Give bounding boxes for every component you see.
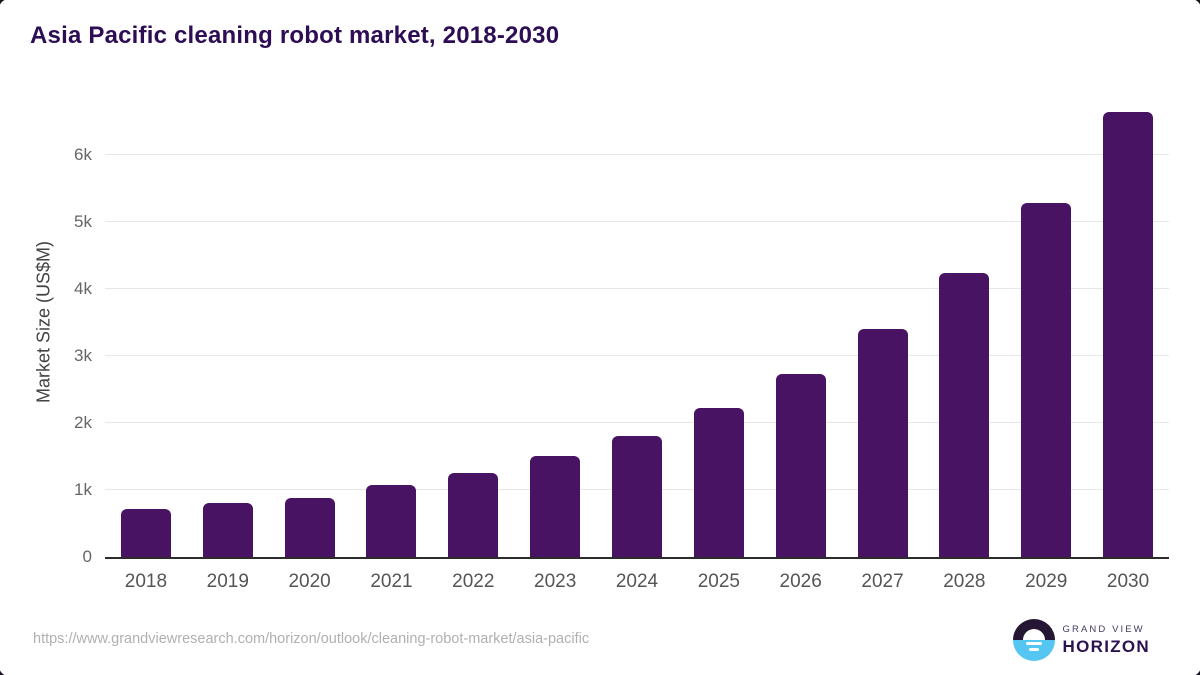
- x-tick-label-2020: 2020: [288, 571, 331, 592]
- y-tick-label-4k: 4k: [74, 279, 92, 299]
- source-url: https://www.grandviewresearch.com/horizo…: [33, 631, 590, 647]
- bar-2019: [202, 503, 253, 557]
- column-2023: 2023: [514, 95, 596, 592]
- gridline-5k: [105, 221, 1169, 223]
- logo-product-name: HORIZON: [1062, 636, 1150, 656]
- column-2025: 2025: [678, 95, 760, 592]
- column-2027: 2027: [842, 95, 924, 592]
- column-2018: 2018: [105, 95, 187, 592]
- bar-columns: 2018 2019 2020 2021 2022 2023 2024 2025 2026 2027…: [105, 95, 1169, 592]
- x-tick-label-2019: 2019: [206, 571, 249, 592]
- column-2029: 2029: [1005, 95, 1087, 592]
- grand-view-horizon-logo-icon: [1012, 619, 1055, 661]
- logo-reflection-line-2: [1028, 648, 1039, 651]
- column-2019: 2019: [187, 95, 269, 592]
- gridline-2k: [105, 422, 1169, 424]
- bar-2020: [284, 497, 335, 557]
- column-2022: 2022: [432, 95, 514, 592]
- y-axis-title: Market Size (US$M): [33, 240, 54, 404]
- brand-logo: GRAND VIEW HORIZON: [1012, 619, 1150, 661]
- bar-2021: [366, 484, 417, 557]
- bar-2022: [448, 472, 499, 557]
- y-tick-label-5k: 5k: [74, 212, 92, 232]
- chart-title: Asia Pacific cleaning robot market, 2018…: [30, 22, 560, 49]
- x-tick-label-2023: 2023: [534, 571, 577, 592]
- bar-2024: [611, 436, 662, 557]
- bar-2030: [1103, 111, 1154, 557]
- y-tick-label-2k: 2k: [74, 413, 92, 433]
- x-tick-label-2027: 2027: [861, 571, 904, 592]
- gridline-4k: [105, 288, 1169, 290]
- column-2030: 2030: [1087, 95, 1169, 592]
- y-tick-label-6k: 6k: [74, 145, 92, 165]
- column-2020: 2020: [269, 95, 351, 592]
- bar-2027: [857, 329, 908, 557]
- x-tick-label-2030: 2030: [1106, 571, 1150, 592]
- bar-2028: [939, 272, 990, 557]
- bar-2018: [120, 508, 171, 557]
- logo-sun-shape: [1022, 629, 1045, 640]
- gridline-6k: [105, 154, 1169, 156]
- bar-2023: [530, 456, 581, 557]
- bar-2025: [693, 408, 744, 557]
- y-tick-label-3k: 3k: [74, 346, 92, 366]
- x-tick-label-2028: 2028: [943, 571, 986, 592]
- column-2026: 2026: [760, 95, 842, 592]
- bar-2026: [775, 373, 826, 557]
- x-tick-label-2024: 2024: [615, 571, 659, 592]
- logo-reflection-line-1: [1025, 642, 1042, 645]
- column-2024: 2024: [596, 95, 678, 592]
- logo-brand-name: GRAND VIEW: [1062, 623, 1145, 635]
- column-2021: 2021: [351, 95, 433, 592]
- x-tick-label-2025: 2025: [697, 571, 740, 592]
- x-tick-label-2026: 2026: [779, 571, 822, 592]
- x-tick-label-2029: 2029: [1025, 571, 1068, 592]
- x-tick-label-2022: 2022: [452, 571, 495, 592]
- y-tick-label-1k: 1k: [74, 480, 92, 500]
- bar-2029: [1021, 202, 1072, 557]
- x-tick-label-2021: 2021: [370, 571, 413, 592]
- y-tick-label-0: 0: [82, 547, 92, 566]
- column-2028: 2028: [923, 95, 1005, 592]
- x-tick-label-2018: 2018: [124, 571, 168, 592]
- gridline-3k: [105, 355, 1169, 357]
- plot-area: 0 1k 2k 3k 4k 5k 6k 2018 2019 2020 2021 2022 2023 202…: [74, 95, 1169, 592]
- logo-text: GRAND VIEW HORIZON: [1063, 624, 1150, 657]
